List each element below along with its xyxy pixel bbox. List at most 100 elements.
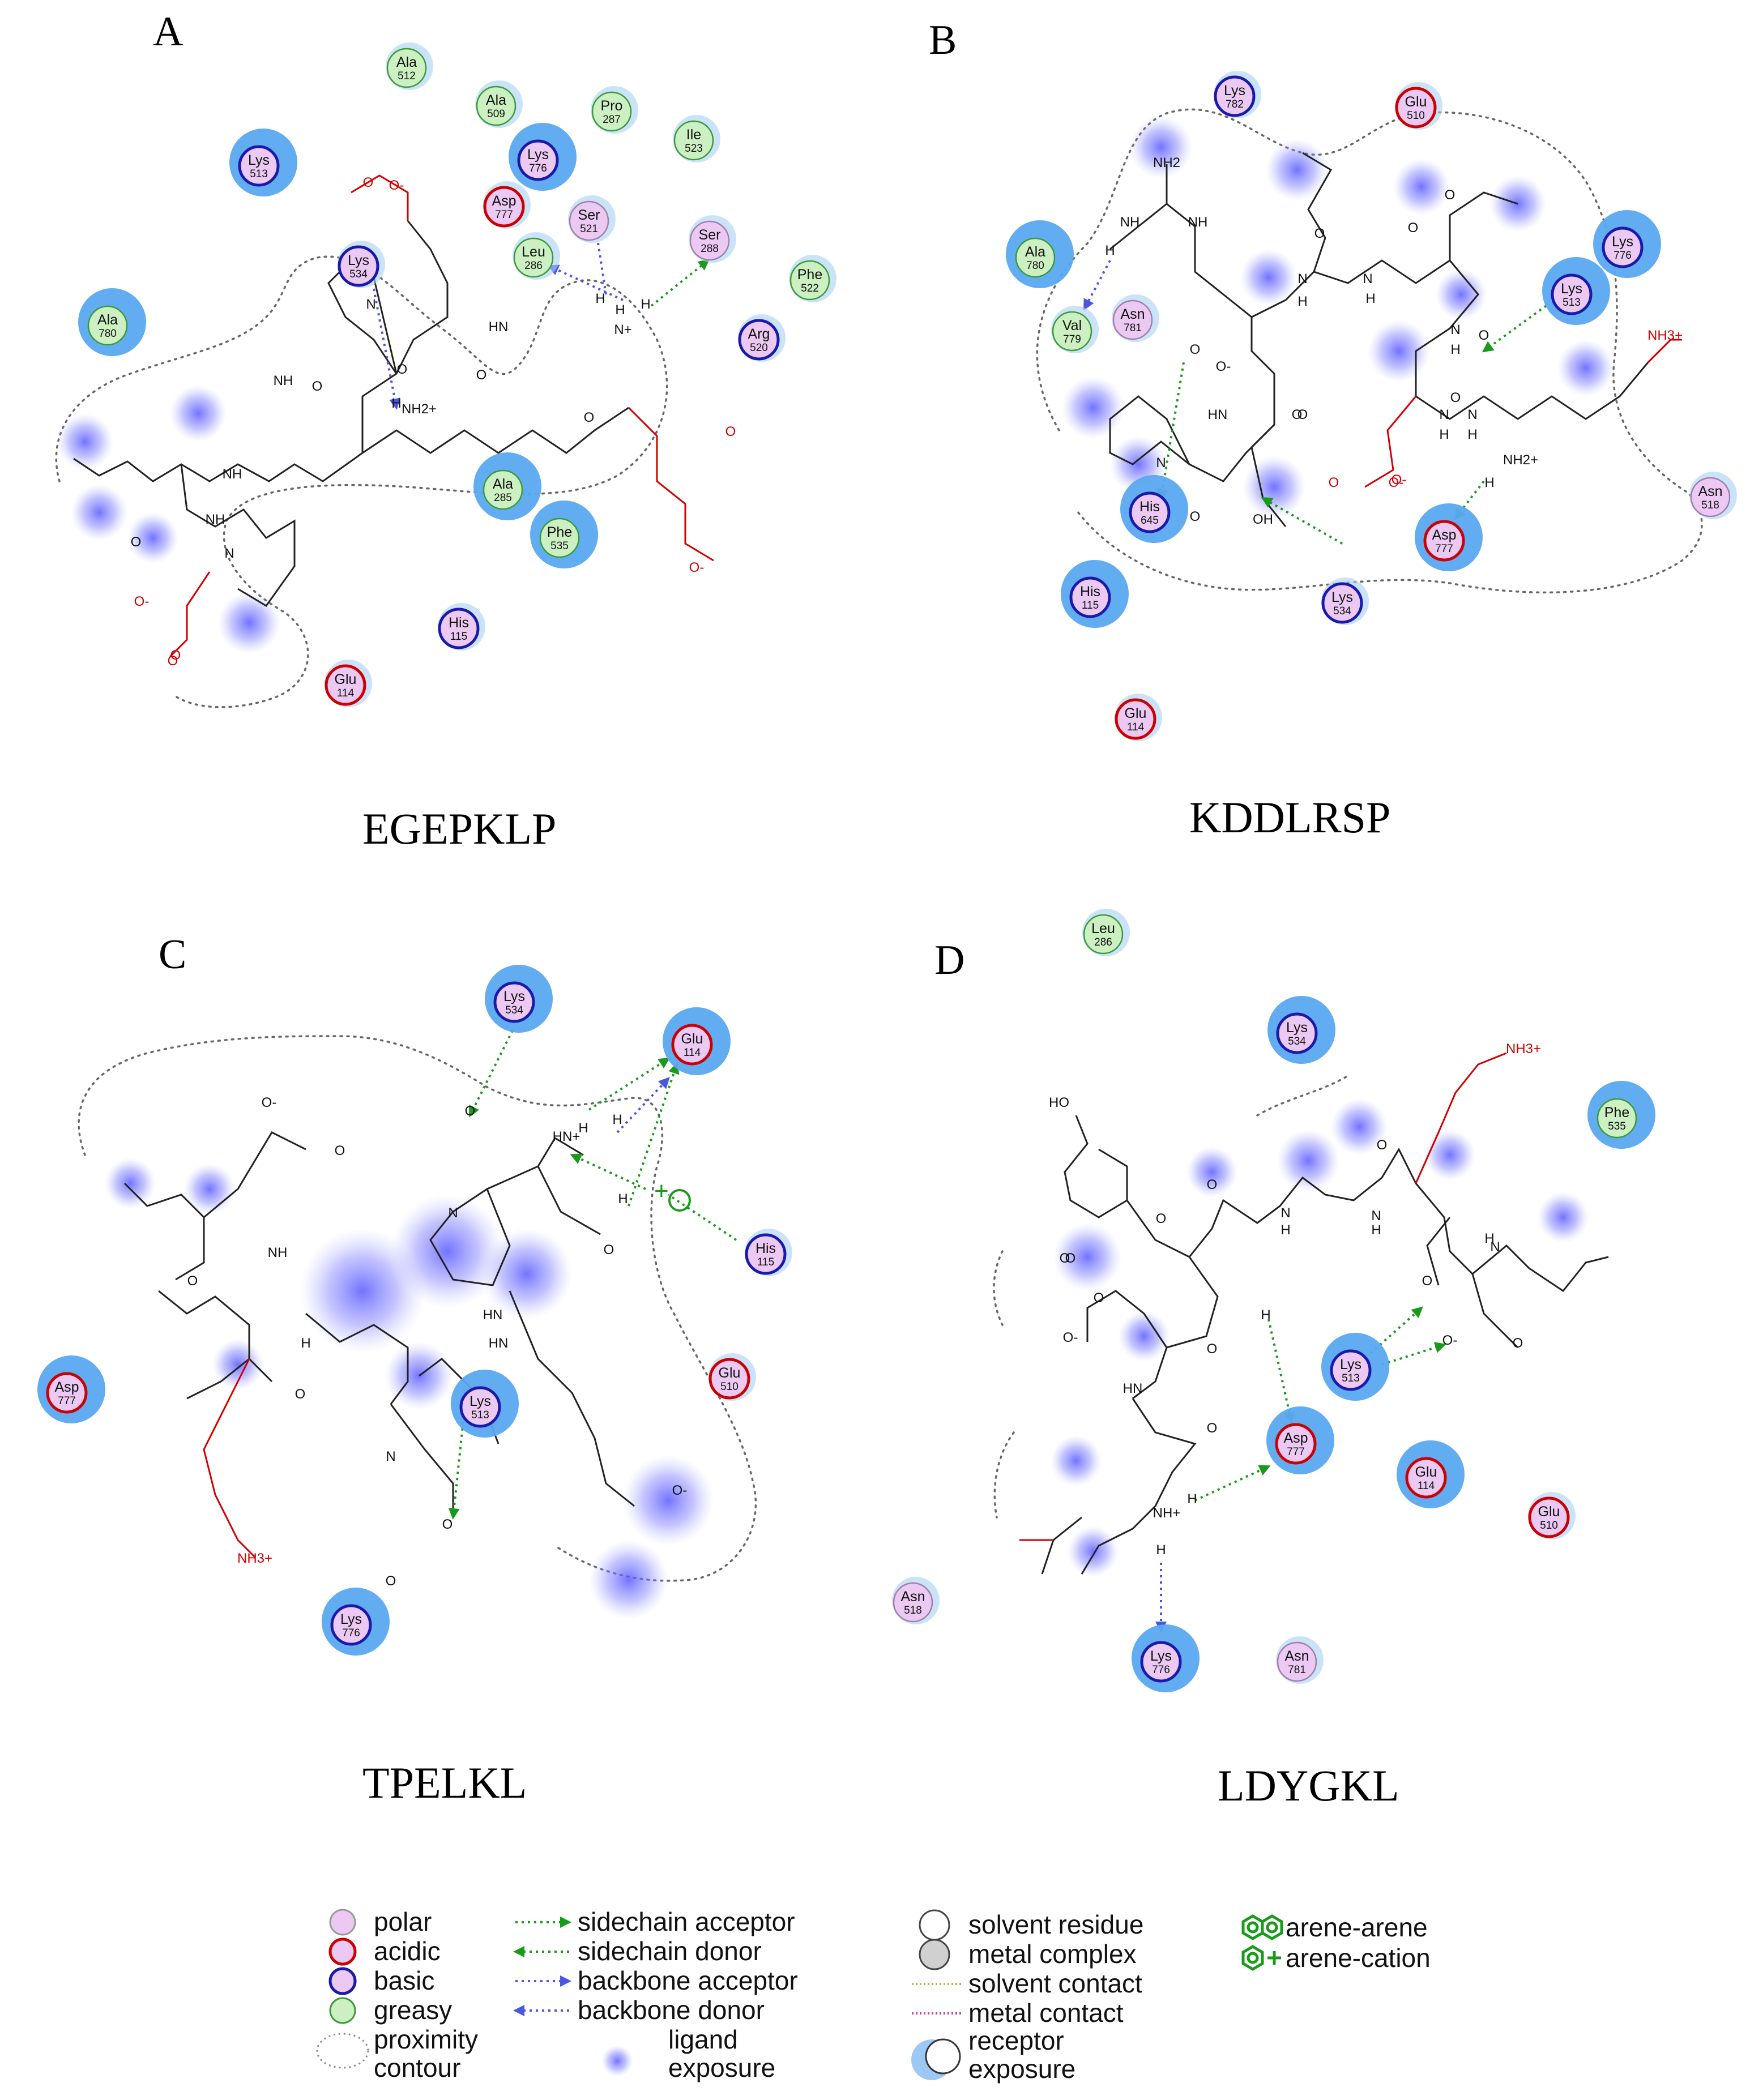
residue-name: Leu [522,244,545,260]
residue-name: Pro [601,98,623,114]
panel-d [993,1052,1609,1633]
legend-contour-swatch [316,2033,369,2069]
residue-name: Glu [1538,1504,1560,1520]
residue-name: Asp [1432,527,1456,543]
residue-disc [1330,1349,1372,1391]
atom-label-a: N+ [614,322,631,337]
atom-label-a: NH [274,373,293,388]
residue-number: 512 [398,70,416,82]
residue-name: Lys [527,147,549,162]
residue-name: Glu [719,1365,741,1381]
residue-number: 534 [1333,605,1351,617]
residue-name: His [449,615,469,631]
residue-disc [789,260,830,301]
atom-label-b: O [1329,475,1339,490]
legend-basic-swatch [328,1967,357,1995]
atom-label-b: NH2 [1153,155,1180,170]
residue-layer: Ala512Ala509Pro287Ile523Lys513Lys776Asp7… [37,42,1737,1692]
atom-label-d: N [1371,1208,1381,1224]
residue-name: Glu [681,1031,703,1047]
residue-name: Lys [469,1393,491,1409]
atom-label-a: NH [223,467,242,482]
residue-number: 115 [1082,600,1099,611]
residue-number: 285 [494,492,512,504]
residue-name: Asp [1283,1430,1308,1446]
residue-number: 781 [1124,322,1142,334]
legend: polar acidic basic greasy proximity cont… [316,1907,1431,2084]
residue-number: 777 [1287,1446,1305,1458]
atom-label-b: O- [1216,359,1231,374]
residue-number: 520 [750,342,768,354]
atom-label-d: O [1207,1421,1218,1436]
legend-sc-acceptor-label: sidechain acceptor [578,1907,795,1936]
residue-name: Ala [493,476,513,492]
hbond-lines-c: + [448,1030,737,1520]
atom-label-b: NH2+ [1503,452,1538,468]
residue-name: Lys [1150,1648,1172,1664]
atom-label-b: NH [1188,215,1208,230]
residue-disc [1602,226,1644,268]
legend-arene-arene-label: arene-arene [1286,1913,1428,1942]
panel-letter-d: D [934,937,964,983]
ligand-skeleton-c [123,1131,635,1558]
legend-polar-swatch [329,1909,356,1936]
legend-metal-complex-swatch [919,1939,950,1970]
residue-name: Lys [1286,1020,1308,1036]
atom-label-a: O [312,379,323,394]
atom-label-d: HO [1049,1095,1069,1110]
atom-label-c: O [187,1273,198,1289]
residue-disc [1277,1641,1317,1682]
residue-disc [87,305,128,346]
residue-number: 518 [904,1605,922,1616]
caption-c: TPELKL [362,1758,527,1807]
residue-name: Ala [396,54,417,70]
residue-number: 776 [1614,250,1632,262]
legend-greasy-label: greasy [374,1995,452,2025]
atom-label-c: O [604,1242,614,1258]
residue-number: 781 [1288,1664,1306,1676]
atom-label-c: O- [262,1095,277,1110]
residue-number: 776 [342,1627,360,1639]
residue-disc [738,319,780,361]
ligand-exposure-a [57,385,280,654]
residue-number: 779 [1063,333,1081,345]
proximity-contour-c [78,1035,757,1582]
legend-receptor-exposure-label-2: exposure [968,2054,1075,2084]
residue-disc [483,186,525,228]
residue-disc [708,1358,750,1400]
residue-disc [1214,75,1256,117]
atom-label-a: HN [489,319,509,335]
atom-label-b: H [1105,243,1115,258]
residue-name: Lys [1561,281,1582,297]
atom-label-d: H [1281,1222,1290,1238]
residue-number: 513 [1342,1372,1360,1384]
atom-label-a: H [641,297,650,312]
atom-label-c: HN+ [553,1129,581,1144]
atom-label-b: OH [1253,512,1273,527]
residue-disc [1405,1457,1447,1499]
atom-label-d: O [1207,1341,1218,1357]
residue-disc [325,664,366,706]
atom-label-a: H [391,396,401,411]
residue-disc [438,608,480,649]
residue-disc [330,1604,372,1646]
residue-number: 288 [701,243,719,255]
residue-number: 777 [1435,543,1453,555]
residue-name: Glu [335,672,357,687]
ligand-exposure-b [1062,116,1614,518]
atom-label-d: O- [1442,1333,1458,1348]
